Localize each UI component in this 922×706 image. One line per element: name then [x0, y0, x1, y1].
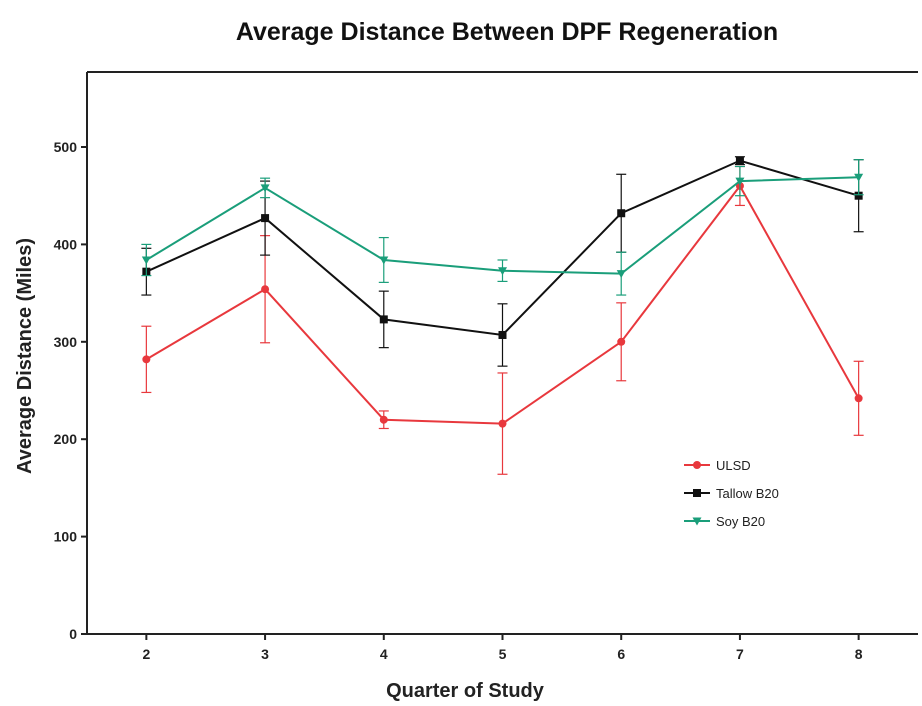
legend-label-ulsd: ULSD: [716, 458, 751, 473]
series-line-soy-b20: [145, 176, 859, 275]
x-tick-label: 4: [380, 646, 388, 662]
x-tick-label: 5: [499, 646, 507, 662]
data-point-soy-b20: [141, 256, 151, 265]
legend-label-soy-b20: Soy B20: [716, 514, 765, 529]
data-point-tallow-b20: [617, 209, 626, 218]
data-point-tallow-b20: [498, 330, 507, 339]
x-tick-label: 3: [261, 646, 269, 662]
data-point-soy-b20: [616, 270, 626, 279]
y-tick-label: 200: [54, 431, 78, 447]
series-layer: [141, 156, 864, 475]
data-point-ulsd: [854, 394, 863, 403]
x-axis-label: Quarter of Study: [386, 680, 545, 702]
data-point-soy-b20: [854, 173, 864, 182]
legend-marker-soy-b20: [692, 517, 702, 526]
series-tallow-b20: [141, 156, 864, 367]
series-soy-b20: [141, 159, 864, 296]
data-point-ulsd: [617, 337, 626, 346]
data-point-soy-b20: [379, 256, 389, 265]
legend-marker-ulsd: [693, 461, 701, 469]
data-point-ulsd: [379, 415, 388, 424]
y-tick-label: 0: [69, 626, 77, 642]
y-tick-label: 300: [54, 334, 78, 350]
data-point-tallow-b20: [854, 191, 863, 200]
chart-title: Average Distance Between DPF Regeneratio…: [236, 18, 778, 46]
data-point-soy-b20: [260, 184, 270, 193]
y-tick-label: 400: [54, 236, 78, 252]
data-point-tallow-b20: [735, 156, 744, 165]
y-tick-label: 500: [54, 139, 78, 155]
x-tick-label: 8: [855, 646, 863, 662]
legend-label-tallow-b20: Tallow B20: [716, 486, 779, 501]
axis-ticks: 0 100 200 300 400 500 2 3 4 5 6 7 8: [54, 139, 863, 662]
y-axis-label: Average Distance (Miles): [14, 238, 36, 474]
data-point-ulsd: [498, 419, 507, 428]
data-point-ulsd: [261, 285, 270, 294]
data-point-soy-b20: [498, 267, 507, 276]
legend-marker-tallow-b20: [693, 489, 701, 497]
x-tick-label: 7: [736, 646, 744, 662]
y-tick-label: 100: [54, 529, 78, 545]
x-tick-label: 2: [142, 646, 150, 662]
data-point-soy-b20: [735, 177, 745, 186]
x-tick-label: 6: [617, 646, 625, 662]
legend: ULSD Tallow B20 Soy B20: [684, 458, 779, 529]
data-point-tallow-b20: [261, 214, 270, 223]
data-point-tallow-b20: [379, 315, 388, 324]
data-point-ulsd: [142, 355, 151, 364]
